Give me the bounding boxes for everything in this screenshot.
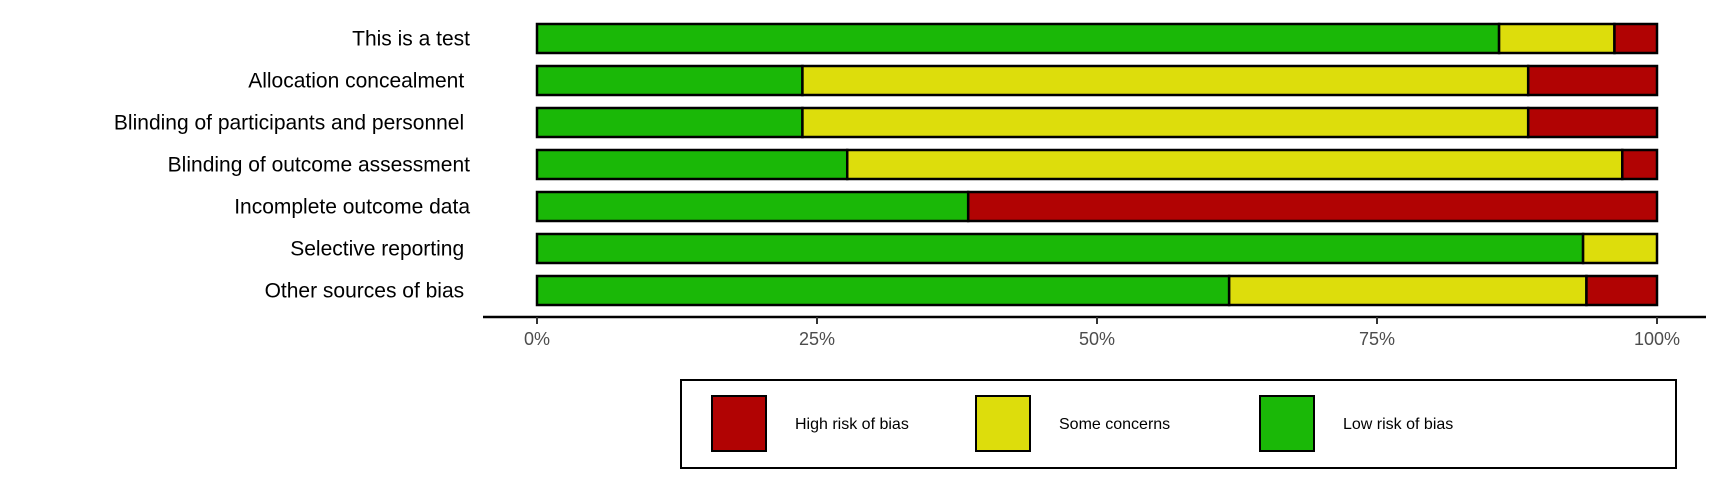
x-tick-label: 50%: [1079, 329, 1115, 349]
x-tick-label: 100%: [1634, 329, 1680, 349]
bar-segment: [1581, 232, 1659, 265]
y-axis-label: Blinding of outcome assessment: [168, 154, 470, 177]
legend-key: [975, 395, 1031, 452]
bar-segment: [966, 190, 1659, 223]
bar-segment: [535, 148, 849, 181]
y-axis-label: Incomplete outcome data: [234, 196, 470, 219]
x-tick-label: 75%: [1359, 329, 1395, 349]
bar-segment: [845, 148, 1624, 181]
bar-segment: [1526, 106, 1659, 139]
bar-segment: [535, 64, 804, 97]
y-axis-label: Allocation concealment: [248, 70, 470, 93]
bars: [535, 22, 1659, 307]
bar-segment: [801, 64, 1530, 97]
x-axis-ticks: 0% 25% 50% 75% 100%: [524, 317, 1680, 349]
bar-segment: [535, 106, 804, 139]
bar-segment: [801, 106, 1530, 139]
bar-segment: [535, 190, 970, 223]
y-axis-label: Other sources of bias: [265, 280, 470, 303]
legend-label: Low risk of bias: [1343, 416, 1453, 433]
bar-segment: [1621, 148, 1659, 181]
y-axis-label: This is a test: [352, 28, 470, 51]
x-tick-label: 0%: [524, 329, 550, 349]
legend-label: High risk of bias: [795, 416, 909, 433]
legend-box: [680, 379, 1677, 469]
y-axis-label: Selective reporting: [290, 238, 470, 261]
legend-key: [1259, 395, 1315, 452]
x-tick-label: 25%: [799, 329, 835, 349]
bar-segment: [535, 274, 1231, 307]
bar-segment: [1526, 64, 1659, 97]
bar-segment: [535, 232, 1585, 265]
legend-label: Some concerns: [1059, 416, 1170, 433]
bar-segment: [535, 22, 1501, 55]
bar-segment: [1613, 22, 1659, 55]
legend-key: [711, 395, 767, 452]
y-axis-labels: This is a test Allocation concealment Bli…: [114, 28, 470, 303]
legend: High risk of bias Some concerns Low risk o…: [680, 379, 1677, 469]
bar-segment: [1497, 22, 1616, 55]
bar-segment: [1227, 274, 1588, 307]
y-axis-label: Blinding of participants and personnel: [114, 112, 470, 135]
bar-segment: [1585, 274, 1659, 307]
